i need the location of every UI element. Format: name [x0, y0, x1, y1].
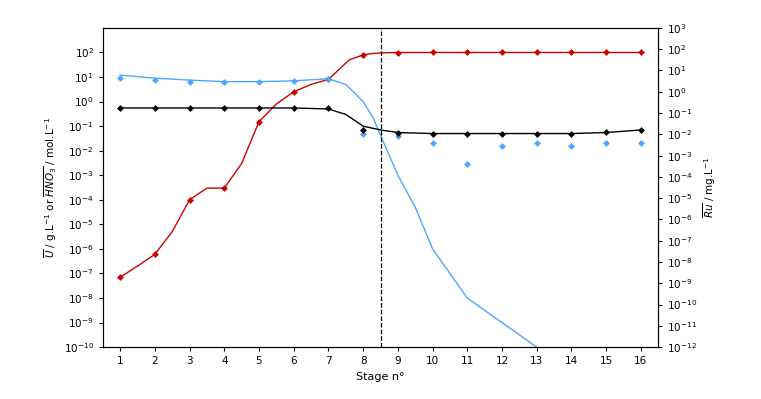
Y-axis label: $\overline{U}$ / g.L$^{-1}$ or $\overline{HNO_3}$ / mol.L$^{-1}$: $\overline{U}$ / g.L$^{-1}$ or $\overlin…	[43, 117, 59, 258]
X-axis label: Stage n°: Stage n°	[356, 372, 405, 382]
Y-axis label: $\overline{Ru}$ / mg.L$^{-1}$: $\overline{Ru}$ / mg.L$^{-1}$	[702, 157, 718, 218]
